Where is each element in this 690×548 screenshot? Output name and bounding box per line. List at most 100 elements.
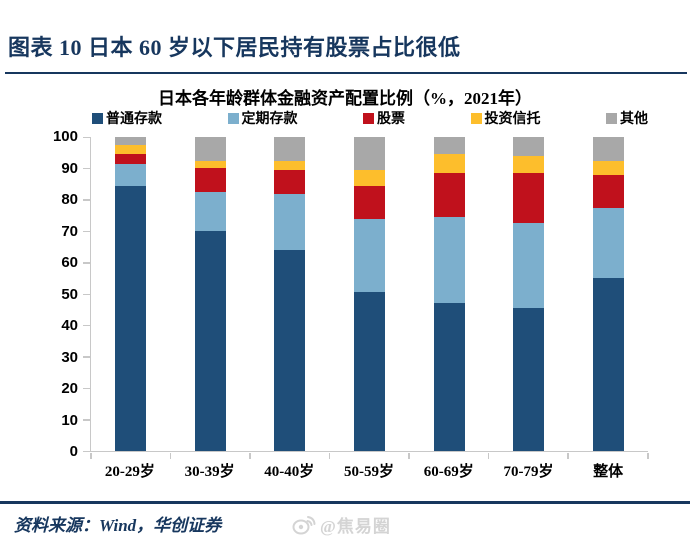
bar-segment-定期存款 [513,223,545,309]
bars-container [91,137,648,451]
bar-segment-普通存款 [354,292,386,451]
y-tick-label: 50 [61,285,78,303]
y-tick-label: 70 [61,222,78,240]
bar-segment-定期存款 [274,193,306,251]
y-tick-label: 0 [69,443,78,460]
y-tick-mark [83,167,90,170]
stacked-bar [194,137,226,451]
stacked-bar [115,137,147,451]
source-note: 资料来源：Wind，华创证券 [14,516,222,535]
x-category-label: 20-29岁 [104,464,155,480]
stacked-bar [513,137,545,451]
y-tick-mark [83,356,90,358]
stacked-bar [354,137,386,451]
x-tick-mark [647,453,649,459]
bar-segment-股票 [592,174,624,208]
bar-slot [250,137,330,451]
bar-segment-投资信托 [592,160,624,175]
bar-slot [330,137,410,451]
y-tick-mark [83,199,90,201]
y-tick-label: 10 [61,411,78,429]
bar-segment-普通存款 [592,278,624,451]
watermark-text: @焦易圈 [320,517,391,536]
bar-segment-定期存款 [592,207,624,279]
x-tick-mark [249,453,251,459]
x-tick-mark [408,453,410,459]
watermark: @焦易圈 [290,512,391,537]
y-tick-label: 60 [61,254,78,271]
legend-label: 其他 [620,112,648,127]
x-axis-labels: 20-29岁 30-39岁 40-40岁 50-59岁 60-69岁 70-79岁 整体 [90,460,648,481]
stacked-bar [592,137,624,451]
bar-slot [91,137,171,451]
y-tick-label: 80 [61,191,78,208]
y-tick-mark [83,230,90,233]
legend: 普通存款 定期存款 股票 投资信托 其他 [92,108,648,128]
y-tick-label: 100 [52,128,78,145]
y-tick-mark [83,450,90,452]
bar-slot [171,137,251,451]
bar-segment-其他 [194,137,226,161]
bar-segment-股票 [354,185,386,219]
chart-title: 日本各年龄群体金融资产配置比例（%，2021年） [158,89,532,108]
bar-slot [489,137,569,451]
bar-slot [568,137,648,451]
legend-item: 股票 [363,108,405,128]
legend-label: 定期存款 [241,112,298,127]
bar-segment-股票 [513,173,545,224]
legend-label: 投资信托 [484,112,541,127]
y-tick-label: 40 [61,317,78,334]
stacked-bar [274,137,306,451]
bar-segment-股票 [194,168,226,192]
y-tick-mark [83,262,90,264]
legend-item: 定期存款 [227,108,298,128]
legend-item: 其他 [606,108,648,128]
bar-segment-普通存款 [115,185,147,451]
x-tick-mark [567,453,569,459]
bar-segment-投资信托 [433,154,465,174]
y-tick-mark [83,136,90,138]
y-tick-label: 30 [61,348,78,366]
x-tick-mark [169,453,172,459]
bar-segment-定期存款 [194,191,226,232]
title-divider [5,72,687,74]
x-tick-mark [90,453,92,459]
legend-label: 股票 [377,112,405,127]
bar-segment-股票 [433,173,465,218]
bar-segment-投资信托 [194,160,226,169]
bar-segment-普通存款 [274,250,306,451]
legend-swatch-icon [227,112,239,124]
x-tick-mark [487,453,490,459]
x-tick-mark [328,453,331,459]
y-tick-mark [83,324,90,327]
bar-segment-其他 [354,137,386,170]
y-tick-label: 90 [61,159,78,177]
footer-divider [0,501,690,504]
x-category-label: 60-69岁 [423,464,474,480]
x-category-label: 50-59岁 [344,464,395,480]
legend-item: 普通存款 [92,108,162,128]
bar-segment-定期存款 [354,218,386,293]
figure-title: 图表 10 日本 60 岁以下居民持有股票占比很低 [8,35,461,60]
bar-segment-投资信托 [513,155,545,174]
legend-swatch-icon [363,112,374,124]
legend-swatch-icon [92,112,103,124]
bar-segment-定期存款 [115,163,147,186]
y-tick-mark [83,293,90,295]
bar-segment-投资信托 [274,160,306,170]
bar-segment-其他 [513,137,545,156]
bar-segment-普通存款 [194,231,226,451]
bar-segment-投资信托 [115,144,147,155]
bar-segment-定期存款 [433,217,465,304]
stacked-bar [433,137,465,451]
bar-segment-普通存款 [513,308,545,451]
bar-slot [409,137,489,451]
weibo-camera-icon [290,513,318,537]
bar-segment-股票 [115,154,147,164]
x-category-label: 30-39岁 [184,464,235,480]
bar-segment-投资信托 [354,170,386,186]
y-tick-mark [83,419,90,421]
y-tick-mark [83,387,90,390]
legend-label: 普通存款 [106,112,162,127]
